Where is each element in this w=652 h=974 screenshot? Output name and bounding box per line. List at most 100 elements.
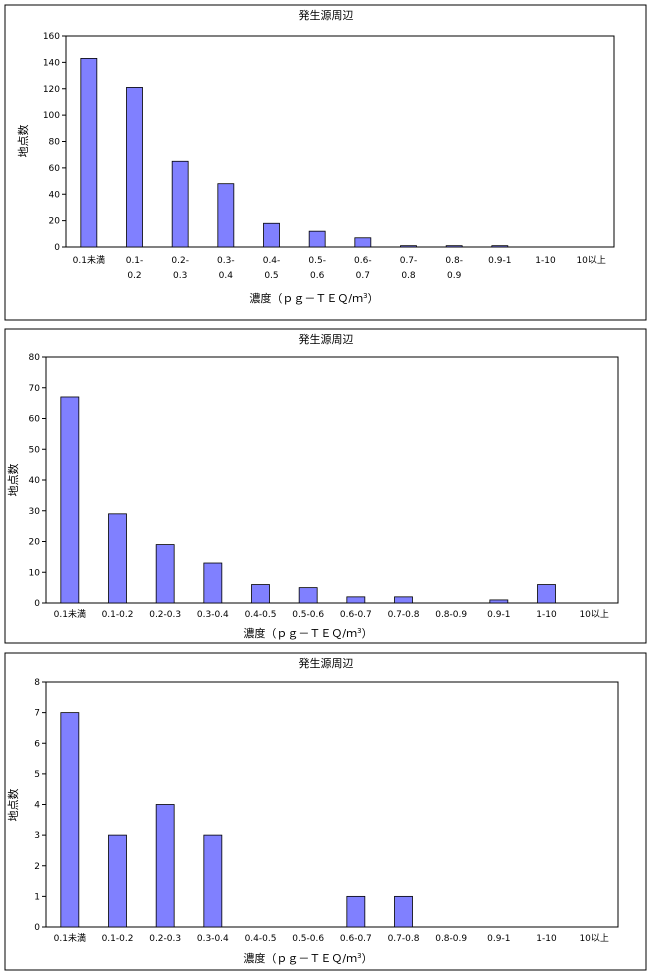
- chart-3-y-axis-label: 地点数: [7, 789, 20, 822]
- y-tick-label: 10: [29, 568, 41, 578]
- bar-8: [394, 596, 413, 604]
- chart-2-y-ticks: 0 10 20 30 40 50 60 70 80: [29, 353, 46, 609]
- y-tick-label: 5: [34, 770, 40, 780]
- y-tick-label: 0: [34, 923, 40, 933]
- bar-3: [171, 160, 189, 248]
- bar-7: [354, 237, 372, 248]
- x-tick-label: 0.6-0.7: [354, 256, 372, 281]
- chart-2-plot-area: [45, 356, 619, 604]
- chart-3-plot-area: [45, 681, 619, 928]
- y-tick-label: 7: [34, 709, 40, 719]
- y-tick-label: 8: [34, 678, 40, 688]
- bar-3: [155, 804, 175, 928]
- y-tick-label: 0: [54, 243, 60, 253]
- bar-10: [489, 599, 509, 604]
- chart-3-bars: [60, 712, 413, 928]
- y-tick-label: 60: [49, 164, 61, 174]
- y-tick-label: 100: [43, 111, 60, 121]
- bar-9: [445, 245, 463, 248]
- x-tick-label: 0.8-0.9: [445, 256, 463, 281]
- y-tick-label: 40: [49, 190, 61, 200]
- y-tick-label: 160: [43, 32, 60, 42]
- bar-5: [263, 222, 280, 248]
- x-tick-label: 0.5-0.6: [308, 256, 326, 281]
- x-tick-label: 0.1-0.2: [126, 256, 144, 281]
- chart-1-x-ticks: 0.1未満 0.1-0.2 0.2-0.3 0.3-0.4 0.4-0.5 0.5-0.6…: [73, 254, 606, 281]
- x-tick-label: 0.3-0.4: [217, 256, 235, 281]
- bar-2: [126, 87, 143, 248]
- chart-2: 発生源周辺 地点数 濃度（ｐｇ－ＴＥＱ/ｍ3） 0 10 20 30 40 50 60 70 8…: [4, 328, 647, 644]
- x-tick-label: 0.9-1: [487, 610, 510, 620]
- x-tick-label: 0.2-0.3: [149, 610, 181, 620]
- chart-1-plot-area: [65, 35, 615, 248]
- y-tick-label: 6: [34, 739, 40, 749]
- chart-1-bars: [80, 58, 509, 248]
- chart-3-title: 発生源周辺: [299, 656, 354, 670]
- bar-5: [251, 584, 270, 604]
- x-tick-label: 1-10: [536, 610, 557, 620]
- y-tick-label: 1: [34, 892, 40, 902]
- chart-2-bars: [60, 396, 556, 604]
- bar-6: [308, 230, 326, 248]
- y-tick-label: 140: [43, 58, 60, 68]
- y-tick-label: 80: [49, 138, 61, 148]
- y-tick-label: 50: [29, 445, 41, 455]
- bar-4: [217, 183, 235, 248]
- x-tick-label: 0.6-0.7: [340, 934, 372, 944]
- chart-2-x-axis-label: 濃度（ｐｇ－ＴＥＱ/ｍ3）: [243, 626, 372, 640]
- x-tick-label: 0.7-0.8: [400, 256, 418, 281]
- y-tick-label: 30: [29, 507, 41, 517]
- x-tick-label: 1-10: [536, 934, 557, 944]
- bar-3: [155, 544, 175, 604]
- chart-3-x-ticks: 0.1未満 0.1-0.2 0.2-0.3 0.3-0.4 0.4-0.5 0.5-0.6…: [54, 932, 609, 944]
- x-tick-label: 0.5-0.6: [292, 610, 324, 620]
- x-tick-label: 0.7-0.8: [388, 610, 420, 620]
- chart-1-y-axis-label: 地点数: [17, 125, 30, 158]
- chart-2-y-axis-label: 地点数: [7, 464, 20, 497]
- y-tick-label: 120: [43, 85, 60, 95]
- x-tick-label: 0.5-0.6: [292, 934, 324, 944]
- chart-3-y-ticks: 0 1 2 3 4 5 6 7 8: [34, 678, 46, 933]
- bar-4: [203, 562, 223, 604]
- x-tick-label: 0.1未満: [73, 254, 105, 266]
- chart-1-title: 発生源周辺: [299, 8, 354, 22]
- x-tick-label: 1-10: [535, 256, 556, 266]
- chart-2-x-ticks: 0.1未満 0.1-0.2 0.2-0.3 0.3-0.4 0.4-0.5 0.5-0.6…: [54, 608, 609, 620]
- x-tick-label: 0.1-0.2: [102, 934, 134, 944]
- bar-10: [491, 245, 509, 248]
- x-tick-label: 0.1未満: [54, 932, 86, 944]
- x-tick-label: 0.9-1: [488, 256, 511, 266]
- x-tick-label: 10以上: [579, 933, 608, 944]
- x-tick-label: 0.4-0.5: [263, 256, 281, 281]
- bar-7: [346, 596, 366, 604]
- x-tick-label: 0.8-0.9: [435, 610, 467, 620]
- y-tick-label: 40: [29, 476, 41, 486]
- x-tick-label: 0.4-0.5: [245, 934, 277, 944]
- chart-1: 発生源周辺 地点数 濃度（ｐｇ－ＴＥＱ/ｍ3） 0 20 40 60 80 100 120 1…: [4, 4, 647, 321]
- x-tick-label: 0.3-0.4: [197, 610, 229, 620]
- bar-8: [394, 895, 413, 928]
- y-tick-label: 3: [34, 831, 40, 841]
- y-tick-label: 70: [29, 384, 41, 394]
- bar-11: [537, 584, 556, 604]
- y-tick-label: 20: [49, 217, 61, 227]
- bar-6: [298, 587, 318, 604]
- x-tick-label: 0.9-1: [487, 934, 510, 944]
- x-tick-label: 0.4-0.5: [245, 610, 277, 620]
- y-tick-label: 20: [29, 538, 41, 548]
- x-tick-label: 0.2-0.3: [149, 934, 181, 944]
- x-tick-label: 0.7-0.8: [388, 934, 420, 944]
- y-tick-label: 2: [34, 862, 40, 872]
- chart-1-x-axis-label: 濃度（ｐｇ－ＴＥＱ/ｍ3）: [249, 291, 378, 305]
- y-tick-label: 60: [29, 415, 41, 425]
- bar-1: [80, 58, 98, 248]
- y-tick-label: 80: [29, 353, 41, 363]
- bar-7: [346, 895, 366, 928]
- chart-1-y-ticks: 0 20 40 60 80 100 120 140 160: [43, 32, 66, 253]
- x-tick-label: 0.8-0.9: [435, 934, 467, 944]
- x-tick-label: 0.3-0.4: [197, 934, 229, 944]
- y-tick-label: 4: [34, 801, 40, 811]
- bar-1: [60, 396, 80, 604]
- bar-2: [108, 513, 127, 604]
